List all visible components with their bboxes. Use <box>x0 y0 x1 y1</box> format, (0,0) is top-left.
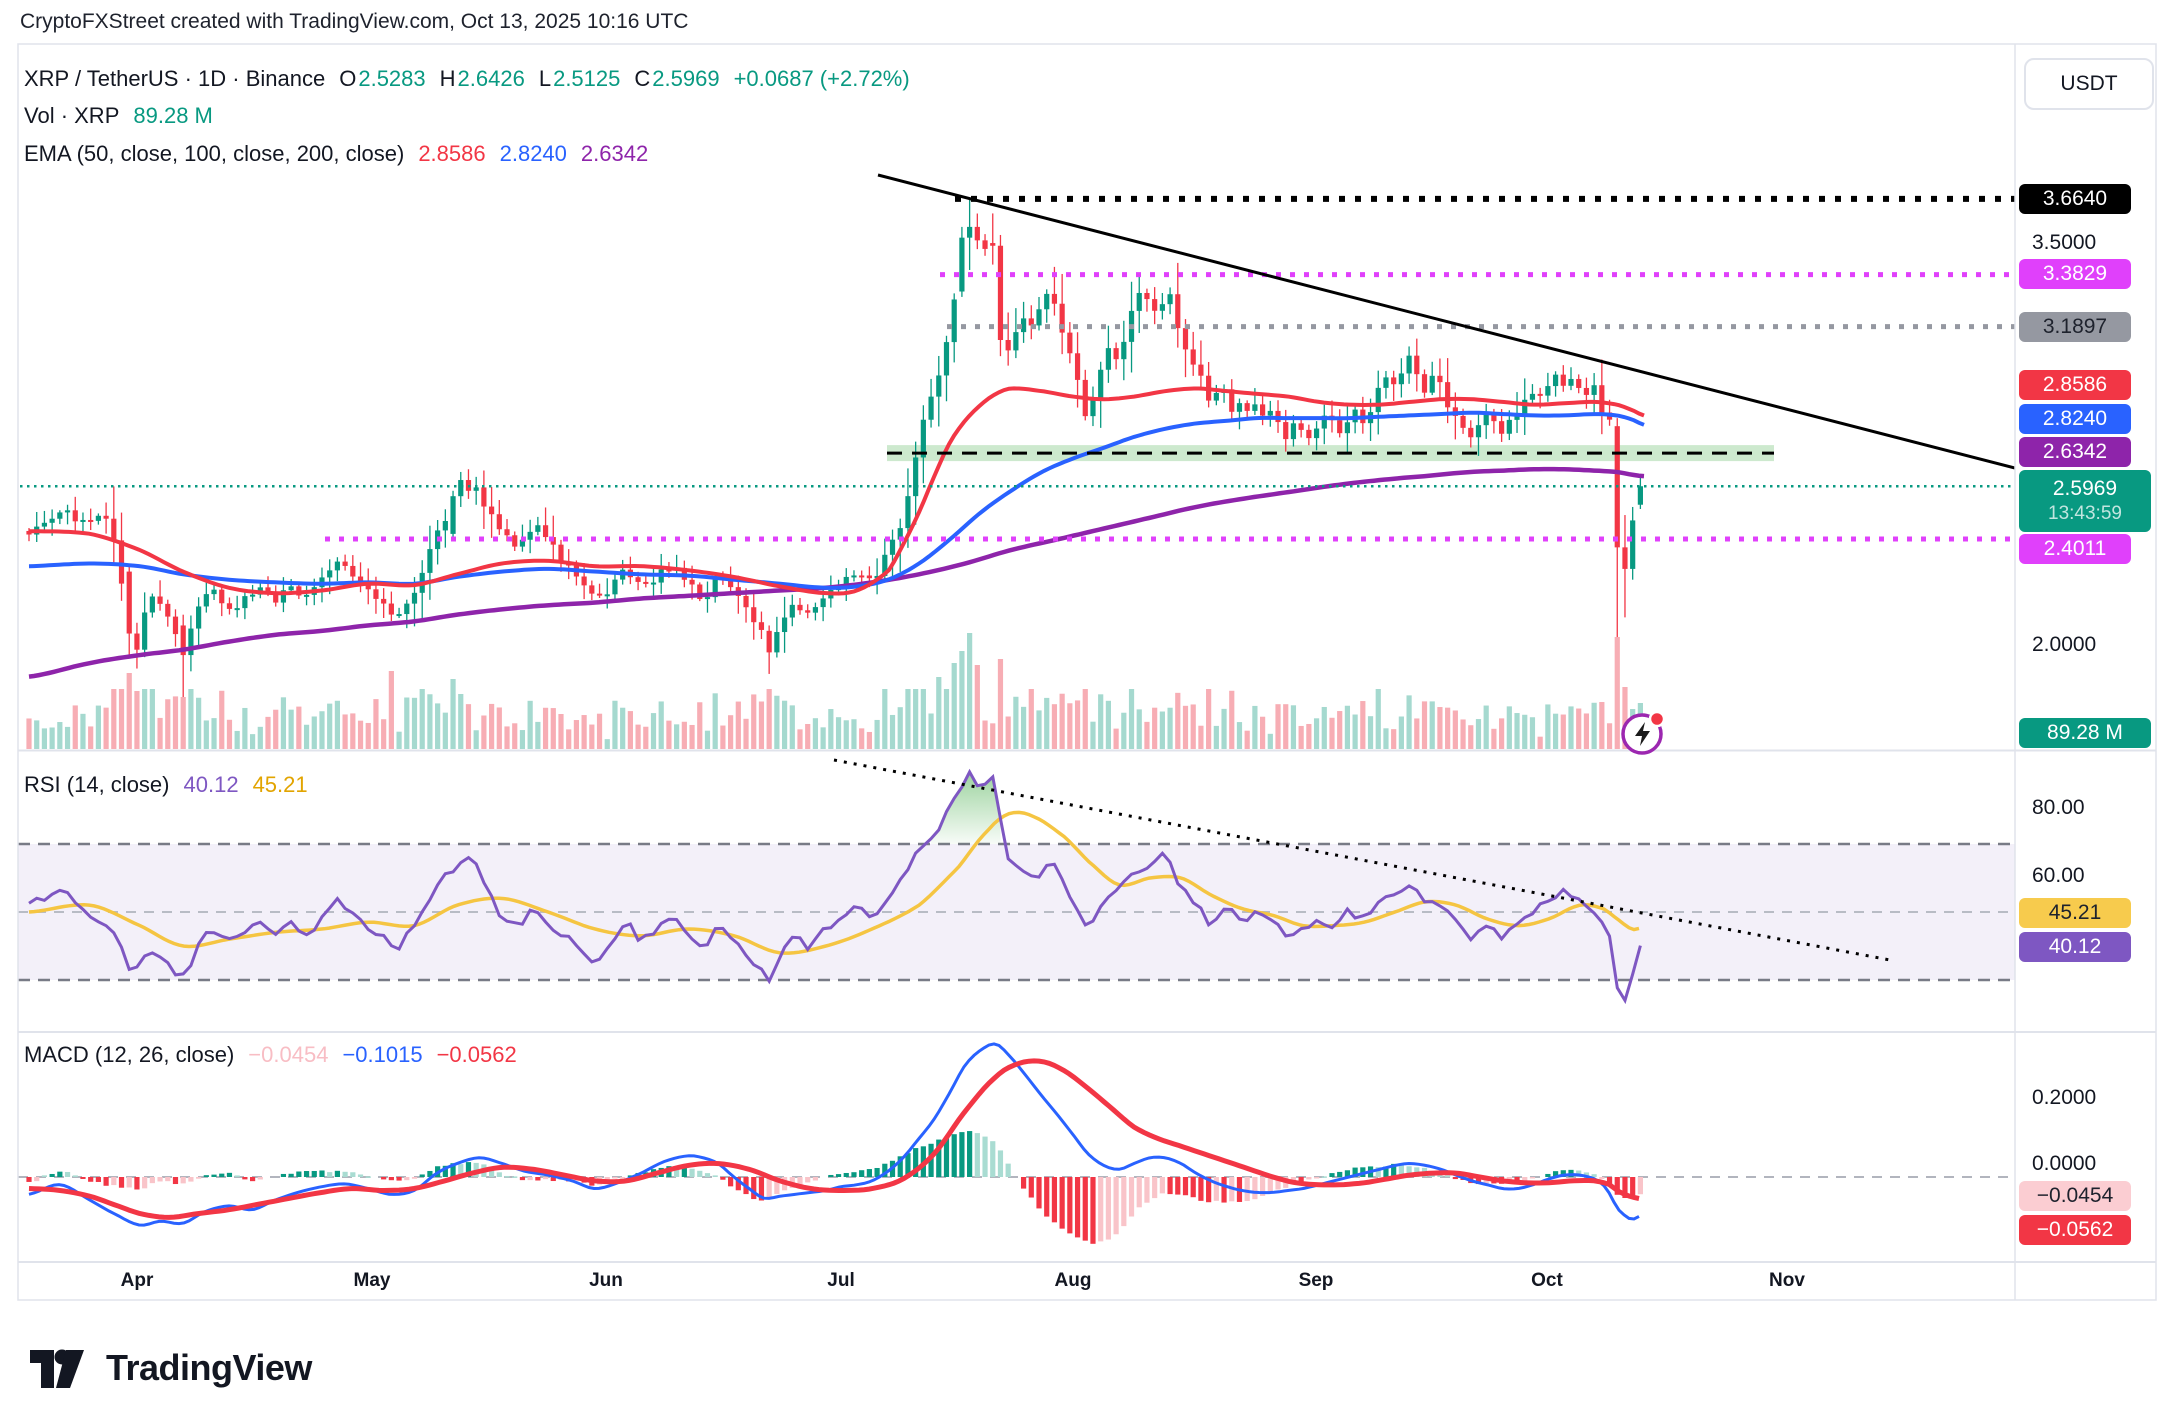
price-grid-3_50: 3.5000 <box>2032 231 2097 254</box>
tradingview-logo-mark <box>30 1349 84 1388</box>
rsi-ma-tag[interactable]: 45.21 <box>2019 898 2131 928</box>
ema100-value: 2.8240 <box>499 141 567 166</box>
macd-signal-value: −0.0562 <box>436 1042 517 1067</box>
month-label-sep: Sep <box>1298 1270 1334 1291</box>
rsi-label: RSI (14, close) <box>24 772 170 797</box>
header-credit: CryptoFXStreet created with TradingView.… <box>20 10 689 33</box>
symbol-legend-row[interactable]: XRP / TetherUS · 1D · Binance O2.5283 H2… <box>24 66 910 92</box>
month-label-jun: Jun <box>589 1270 623 1291</box>
volume-value: 89.28 M <box>133 103 213 128</box>
macd-value: −0.1015 <box>342 1042 423 1067</box>
rsi-tag[interactable]: 40.12 <box>2019 932 2131 962</box>
price-tag-3_3829[interactable]: 3.3829 <box>2019 259 2131 289</box>
month-label-apr: Apr <box>120 1270 154 1291</box>
ohlc-high: H2.6426 <box>439 66 525 91</box>
price-tag-ema100[interactable]: 2.8240 <box>2019 404 2131 434</box>
ema200-value: 2.6342 <box>580 141 649 166</box>
volume-tag[interactable]: 89.28 M <box>2019 718 2151 748</box>
month-label-nov: Nov <box>1769 1270 1805 1291</box>
rsi-grid-60: 60.00 <box>2032 864 2085 887</box>
last-price: 2.5969 <box>2052 477 2118 500</box>
macd-hist-value: −0.0454 <box>248 1042 329 1067</box>
macd-grid-00: 0.0000 <box>2032 1152 2097 1175</box>
rsi-value: 40.12 <box>183 772 239 797</box>
time-axis[interactable] <box>18 1262 2015 1300</box>
ema-label: EMA (50, close, 100, close, 200, close) <box>24 141 405 166</box>
price-tag-last[interactable]: 2.5969 13:43:59 <box>2019 470 2151 532</box>
tradingview-logo[interactable]: TradingView <box>28 1344 312 1392</box>
price-tag-ath[interactable]: 3.6640 <box>2019 184 2131 214</box>
price-tag-ema50[interactable]: 2.8586 <box>2019 370 2131 400</box>
macd-pane <box>18 1042 2015 1244</box>
volume-legend-row[interactable]: Vol · XRP 89.28 M <box>24 103 213 129</box>
ohlc-open: O2.5283 <box>339 66 426 91</box>
currency-toggle-button[interactable]: USDT <box>2024 58 2154 110</box>
macd-label: MACD (12, 26, close) <box>24 1042 235 1067</box>
bar-countdown: 13:43:59 <box>2048 503 2122 525</box>
ema50-value: 2.8586 <box>418 141 486 166</box>
macd-legend-row[interactable]: MACD (12, 26, close) −0.0454 −0.1015 −0.… <box>24 1042 517 1068</box>
rsi-pane <box>18 758 2015 1005</box>
month-label-may: May <box>353 1270 391 1291</box>
price-tag-ema200[interactable]: 2.6342 <box>2019 437 2131 467</box>
ohlc-low: L2.5125 <box>538 66 621 91</box>
rsi-legend-row[interactable]: RSI (14, close) 40.12 45.21 <box>24 772 308 798</box>
tradingview-logo-text: TradingView <box>106 1347 312 1388</box>
rsi-grid-80: 80.00 <box>2032 796 2085 819</box>
month-label-aug: Aug <box>1054 1270 1092 1291</box>
month-label-jul: Jul <box>827 1270 855 1291</box>
rsi-ma-value: 45.21 <box>252 772 308 797</box>
price-pane <box>20 173 2015 749</box>
price-tag-3_1897[interactable]: 3.1897 <box>2019 312 2131 342</box>
price-grid-2_00: 2.0000 <box>2032 633 2097 656</box>
flash-boost-icon[interactable] <box>1620 710 1666 756</box>
month-label-oct: Oct <box>1531 1270 1563 1291</box>
macd-grid-02: 0.2000 <box>2032 1086 2097 1109</box>
price-tag-2_4011[interactable]: 2.4011 <box>2019 534 2131 564</box>
ema-legend-row[interactable]: EMA (50, close, 100, close, 200, close) … <box>24 141 648 167</box>
volume-label: Vol · XRP <box>24 103 120 128</box>
ohlc-close: C2.5969 <box>634 66 720 91</box>
symbol-title[interactable]: XRP / TetherUS · 1D · Binance <box>24 66 326 91</box>
price-change: +0.0687 (+2.72%) <box>733 66 910 91</box>
macd-signal-tag[interactable]: −0.0562 <box>2019 1215 2131 1245</box>
macd-hist-tag[interactable]: −0.0454 <box>2019 1181 2131 1211</box>
